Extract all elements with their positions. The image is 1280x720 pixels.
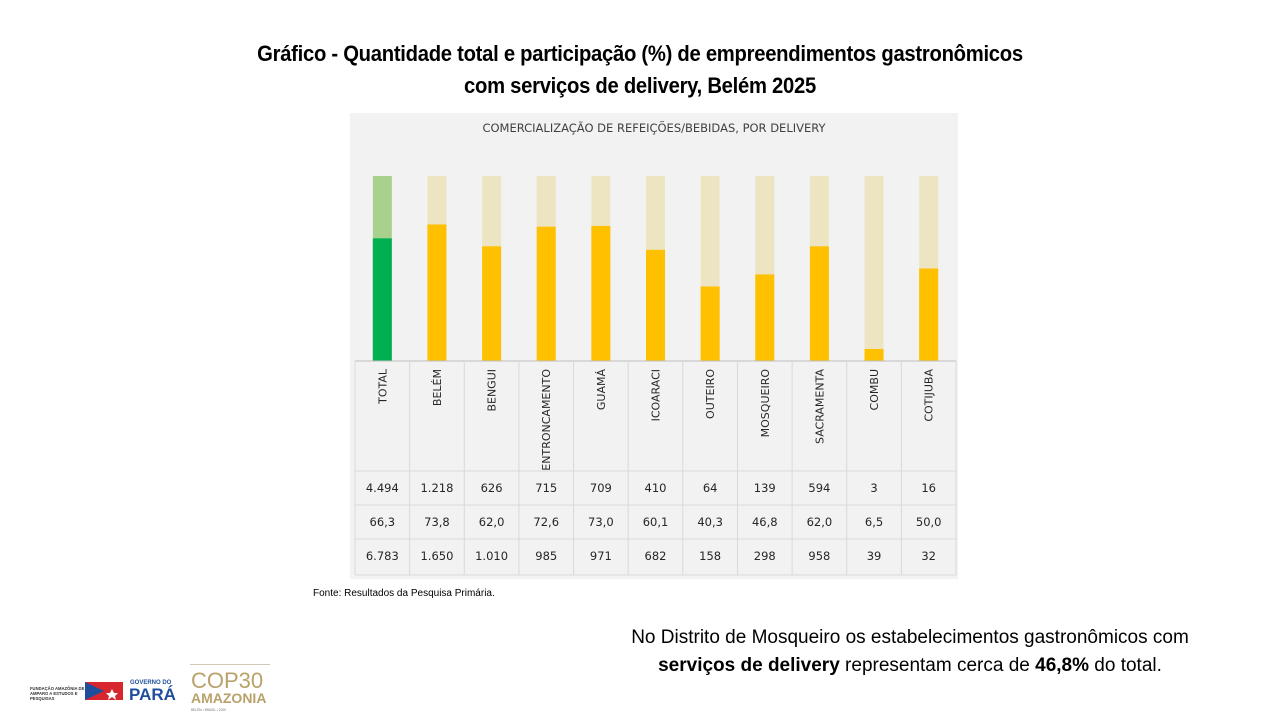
data-label: 6.783 (366, 549, 399, 563)
para-flag-icon (85, 682, 123, 700)
data-label: 40,3 (697, 515, 723, 529)
bar (755, 274, 775, 361)
bar (536, 226, 556, 361)
tick-label: SACRAMENTA (813, 369, 826, 444)
para-text: PARÁ (129, 685, 176, 704)
data-label: 958 (808, 549, 830, 563)
bar (864, 348, 884, 361)
data-label: 626 (481, 481, 503, 495)
data-label: 709 (590, 481, 612, 495)
data-label: 1.010 (475, 549, 508, 563)
tick-label: ICOARACI (650, 369, 663, 421)
data-label: 6,5 (865, 515, 883, 529)
tick-label: MOSQUEIRO (759, 369, 772, 438)
data-label: 73,8 (424, 515, 450, 529)
summary-line2: serviços de delivery representam cerca d… (600, 652, 1220, 680)
cop30-subtitle: BELÉM • BRASIL • 2025 (191, 707, 226, 712)
bar (809, 246, 829, 361)
page-title-line2: com serviços de delivery, Belém 2025 (464, 73, 816, 98)
tick-label: OUTEIRO (704, 369, 717, 419)
tick-label: GUAMÁ (595, 369, 608, 411)
bar-remainder (864, 176, 884, 361)
data-label: 594 (808, 481, 830, 495)
page-title-line1: Gráfico - Quantidade total e participaçã… (257, 41, 1023, 66)
amazonia-text: AMAZONIA (191, 690, 266, 706)
data-label: 715 (535, 481, 557, 495)
data-label: 298 (754, 549, 776, 563)
bar (427, 224, 447, 361)
data-label: 73,0 (588, 515, 614, 529)
governo-do-text: GOVERNO DO (130, 680, 172, 686)
data-label: 72,6 (533, 515, 559, 529)
data-label: 971 (590, 549, 612, 563)
data-label: 64 (703, 481, 718, 495)
data-label: 1.218 (420, 481, 453, 495)
tick-label: BENGUI (486, 369, 499, 412)
source-note: Fonte: Resultados da Pesquisa Primária. (313, 588, 495, 599)
tick-label: TOTAL (376, 368, 389, 405)
fapespa-text: FUNDAÇÃO AMAZÔNIA DE AMPARO A ESTUDOS E PE… (30, 686, 85, 701)
tick-label: BELÉM (431, 369, 444, 406)
bar (646, 249, 665, 361)
bar (591, 225, 611, 361)
data-label: 1.650 (420, 549, 453, 563)
para-flag-blue (85, 682, 104, 700)
footer-logos: FUNDAÇÃO AMAZÔNIA DE AMPARO A ESTUDOS E PE… (30, 660, 280, 720)
data-label: 682 (645, 549, 667, 563)
chart-title: COMERCIALIZAÇÃO DE REFEIÇÕES/BEBIDAS, PO… (482, 120, 826, 135)
chart-svg: COMERCIALIZAÇÃO DE REFEIÇÕES/BEBIDAS, PO… (354, 120, 957, 576)
data-label: 4.494 (366, 481, 399, 495)
cop30-top-rule (190, 664, 270, 665)
data-label: 410 (645, 481, 667, 495)
tick-label: COTIJUBA (923, 369, 936, 422)
data-label: 50,0 (916, 515, 942, 529)
summary-mid: representam cerca de (839, 655, 1036, 676)
summary-note: No Distrito de Mosqueiro os estabelecime… (600, 624, 1220, 680)
data-label: 139 (754, 481, 776, 495)
data-label: 39 (867, 549, 882, 563)
data-label: 60,1 (643, 515, 669, 529)
data-label: 158 (699, 549, 721, 563)
data-label: 3 (870, 481, 877, 495)
data-label: 985 (535, 549, 557, 563)
cop30-text: COP30 (191, 668, 263, 693)
tick-label: COMBU (868, 369, 881, 410)
tick-label: ENTRONCAMENTO (540, 369, 553, 471)
summary-bold-delivery: serviços de delivery (658, 655, 840, 676)
data-label: 32 (921, 549, 936, 563)
bar (700, 286, 720, 361)
fapespa-logo: FUNDAÇÃO AMAZÔNIA DE AMPARO A ESTUDOS E PE… (30, 686, 85, 701)
summary-end: do total. (1089, 655, 1162, 676)
page-title: Gráfico - Quantidade total e participaçã… (51, 38, 1229, 102)
data-label: 46,8 (752, 515, 778, 529)
data-label: 66,3 (370, 515, 396, 529)
para-flag-star (106, 689, 118, 700)
summary-bold-percent: 46,8% (1035, 655, 1090, 676)
bar (919, 268, 939, 361)
summary-line1: No Distrito de Mosqueiro os estabelecime… (631, 627, 1189, 648)
data-label: 62,0 (807, 515, 833, 529)
data-label: 16 (921, 481, 936, 495)
bar (372, 238, 392, 361)
logos-svg: FUNDAÇÃO AMAZÔNIA DE AMPARO A ESTUDOS E PE… (30, 664, 270, 712)
cop30-logo-icon: COP30 AMAZONIA BELÉM • BRASIL • 2025 (190, 664, 270, 712)
delivery-chart: COMERCIALIZAÇÃO DE REFEIÇÕES/BEBIDAS, PO… (350, 113, 958, 579)
data-label: 62,0 (479, 515, 505, 529)
bar (482, 246, 502, 361)
